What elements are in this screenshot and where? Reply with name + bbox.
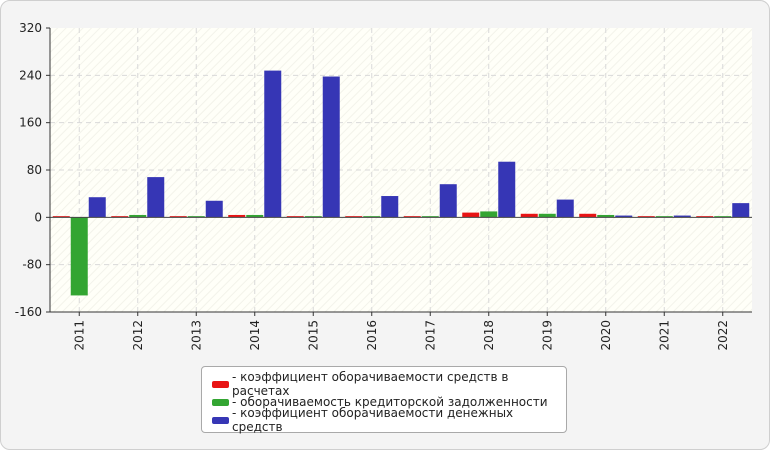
bar: [714, 216, 732, 218]
legend: - коэффициент оборачиваемости средств в …: [201, 366, 567, 434]
bar: [462, 212, 480, 218]
y-tick-label: -160: [15, 305, 42, 319]
legend-swatch-blue: [212, 416, 229, 424]
bar: [439, 184, 457, 218]
y-tick-label: 320: [19, 21, 42, 35]
legend-label: - коэффициент оборачиваемости денежных с…: [232, 406, 514, 434]
bar: [286, 216, 304, 218]
bar: [579, 213, 597, 218]
legend-label: - коэффициент оборачиваемости средств в …: [232, 370, 509, 398]
x-tick-label: 2021: [657, 320, 671, 351]
bar: [363, 216, 381, 218]
bar: [498, 161, 516, 218]
legend-swatch-green: [212, 398, 229, 406]
bar: [345, 216, 363, 218]
bar: [520, 213, 538, 218]
y-tick-label: 240: [19, 68, 42, 82]
axes-group: [46, 27, 752, 316]
bar: [187, 216, 205, 218]
x-tick-label: 2017: [423, 320, 437, 351]
bar: [381, 196, 399, 218]
x-tick-label: 2014: [248, 320, 262, 351]
legend-label: - оборачиваемость кредиторской задолженн…: [232, 395, 548, 409]
bar: [228, 214, 246, 218]
bar: [88, 197, 106, 218]
bar: [322, 76, 340, 218]
bar: [421, 216, 439, 218]
legend-swatch-red: [212, 380, 229, 388]
bars-group: [52, 70, 750, 296]
bar: [205, 200, 223, 218]
y-tick-label: -80: [22, 258, 42, 272]
bar: [111, 216, 129, 218]
x-tick-label: 2022: [716, 320, 730, 351]
y-tick-label: 0: [34, 210, 42, 224]
bar: [597, 214, 615, 218]
bar: [304, 216, 322, 218]
bar: [403, 216, 421, 218]
x-tick-label: 2015: [306, 320, 320, 351]
bar: [673, 215, 691, 218]
legend-item: - коэффициент оборачиваемости средств в …: [212, 370, 566, 398]
bar: [480, 211, 498, 218]
y-tick-labels: -160 -80 0 80 160 240 320: [15, 21, 42, 319]
bar: [696, 216, 714, 218]
x-tick-label: 2011: [72, 320, 86, 351]
bar: [732, 203, 750, 218]
bar: [637, 216, 655, 218]
legend-item: - оборачиваемость кредиторской задолженн…: [212, 393, 566, 411]
bar: [129, 214, 147, 218]
legend-item: - коэффициент оборачиваемости денежных с…: [212, 406, 566, 434]
bar: [655, 216, 673, 218]
y-tick-label: 160: [19, 116, 42, 130]
x-tick-label: 2019: [540, 320, 554, 351]
bar: [52, 216, 70, 218]
bar: [246, 214, 264, 218]
x-tick-label: 2012: [131, 320, 145, 351]
x-tick-label: 2016: [365, 320, 379, 351]
bar: [169, 216, 187, 218]
bar: [264, 70, 282, 218]
bar: [538, 213, 556, 218]
gridlines: [50, 28, 752, 312]
bar: [615, 215, 633, 218]
x-tick-label: 2018: [482, 320, 496, 351]
bar: [147, 177, 165, 218]
bar: [70, 217, 88, 296]
x-tick-label: 2013: [189, 320, 203, 351]
x-tick-labels: 2011 2012 2013 2014 2015 2016 2017 2018 2019 2020…: [72, 320, 730, 351]
bar: [556, 199, 574, 218]
y-tick-label: 80: [27, 163, 42, 177]
x-tick-label: 2020: [599, 320, 613, 351]
